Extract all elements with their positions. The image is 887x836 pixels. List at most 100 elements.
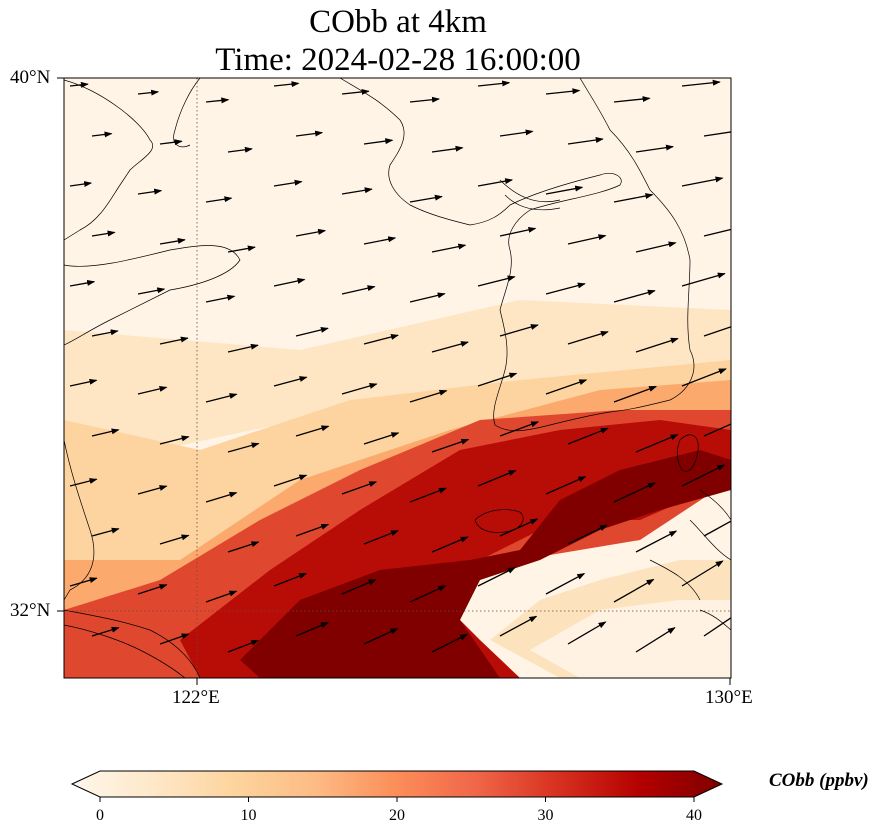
wind-vector-arrow [137,385,168,395]
wind-vector-arrow [409,194,443,203]
wind-vector-arrow [137,188,163,195]
wind-vector-arrow [205,294,236,303]
gridlines [64,78,731,678]
wind-vector-arrow [681,464,726,487]
wind-vector-arrow [477,567,516,587]
wind-vector-arrow [545,88,581,95]
colorbar-title: CObb (ppbv) [769,770,869,791]
wind-vector-arrow [227,639,260,653]
wind-vector-arrow [499,518,539,537]
wind-vector-arrow [137,287,166,295]
wind-vector-arrow [341,579,377,595]
wind-vector-arrow [341,285,376,295]
wind-vector-arrow [205,491,238,503]
wind-vector-arrow [273,179,303,187]
concentration-field [64,78,731,678]
wind-vector-arrow [273,572,308,587]
coastlines [64,78,731,678]
wind-vector-arrow [567,621,607,645]
wind-vector-arrow [545,476,587,495]
colorbar-label-40: 40 [686,807,702,824]
wind-vector-arrow [635,627,676,653]
wind-vector-arrow [545,379,588,395]
wind-vector-arrow [137,584,168,595]
wind-vector-arrow [409,585,447,603]
wind-vector-arrow [205,196,233,203]
axis-ticks [57,77,731,685]
wind-vector-arrow [681,368,727,387]
wind-vector-arrow [91,329,119,337]
colorbar-label-0: 0 [96,807,104,824]
colorbar-label-20: 20 [389,807,405,824]
wind-vector-arrow [499,324,539,337]
wind-vector-arrow [567,524,608,545]
wind-vector-arrow [635,337,679,353]
wind-vector-arrow [227,442,260,453]
coastline-yangtze-south [64,624,186,678]
coastline-yangtze-north [64,609,201,678]
colorbar [70,770,724,802]
wind-vector-arrow [363,628,399,645]
coastline-shandong-north [64,78,153,241]
wind-vector-arrow [613,578,655,603]
wind-vector-arrow [567,137,604,145]
wind-vector-arrow [341,88,370,95]
wind-vector-arrow [363,432,400,445]
wind-vector-arrow [273,81,300,88]
wind-vector-arrow [431,536,469,553]
wind-vector-arrow [477,469,517,487]
wind-vector-arrow [499,226,537,237]
wind-vector-arrow [295,228,327,237]
coastline-jeju [474,509,524,533]
wind-vector-arrow [91,527,120,537]
wind-vector-arrow [137,485,168,495]
wind-vector-arrow [545,573,586,595]
wind-vector-arrow [69,378,98,387]
wind-vector-arrow [703,617,731,637]
wind-vector-arrow [363,334,399,345]
wind-vector-arrow [295,425,330,437]
wind-vector-arrow [431,243,467,253]
wind-vector-arrow [227,146,253,153]
wind-vector-arrow [341,481,378,495]
wind-vector-arrow [681,79,721,87]
wind-vector-arrow [205,97,230,104]
wind-vector-arrow [431,341,469,353]
wind-vector-arrow [567,234,607,245]
wind-vector-arrow [295,130,324,137]
band-light-north [64,300,731,470]
wind-vector-arrow [681,176,724,187]
colorbar-body [70,770,724,798]
wind-vector-arrow [363,530,399,545]
wind-vector-arrow [703,520,731,537]
wind-vector-arrow [341,383,378,395]
wind-vector-arrow [159,139,183,146]
wind-vector-arrow [69,577,98,587]
wind-vector-arrow [703,228,731,237]
wind-vector-arrow [295,327,329,337]
coastline-kyushu [649,489,731,631]
map-title-line-2: Time: 2024-02-28 16:00:00 [215,42,581,78]
wind-vector-arrow [159,336,189,345]
wind-vector-arrow [295,523,330,537]
wind-vector-arrow [681,272,726,287]
colorbar-label-30: 30 [537,807,554,824]
coastline-jiangsu [64,439,95,601]
coastline-korea-border [499,179,561,211]
wind-vector-arrow [91,131,113,138]
wind-vector-arrow [431,438,470,453]
band-peak [240,450,731,678]
wind-vector-arrow [273,376,308,387]
wind-vector-arrow [159,238,186,245]
wind-vector-arrow [613,482,656,503]
wind-vector-arrow [273,474,308,487]
wind-vector-arrow [363,138,394,145]
wind-vector-arrow [477,275,516,287]
wind-vector-arrow [409,389,448,403]
lon-label-130e: 130°E [705,687,753,708]
wind-vector-arrow [205,393,238,403]
wind-vector-arrow [613,96,651,103]
wind-vector-arrow [91,626,120,637]
wind-vector-arrow [499,421,540,437]
